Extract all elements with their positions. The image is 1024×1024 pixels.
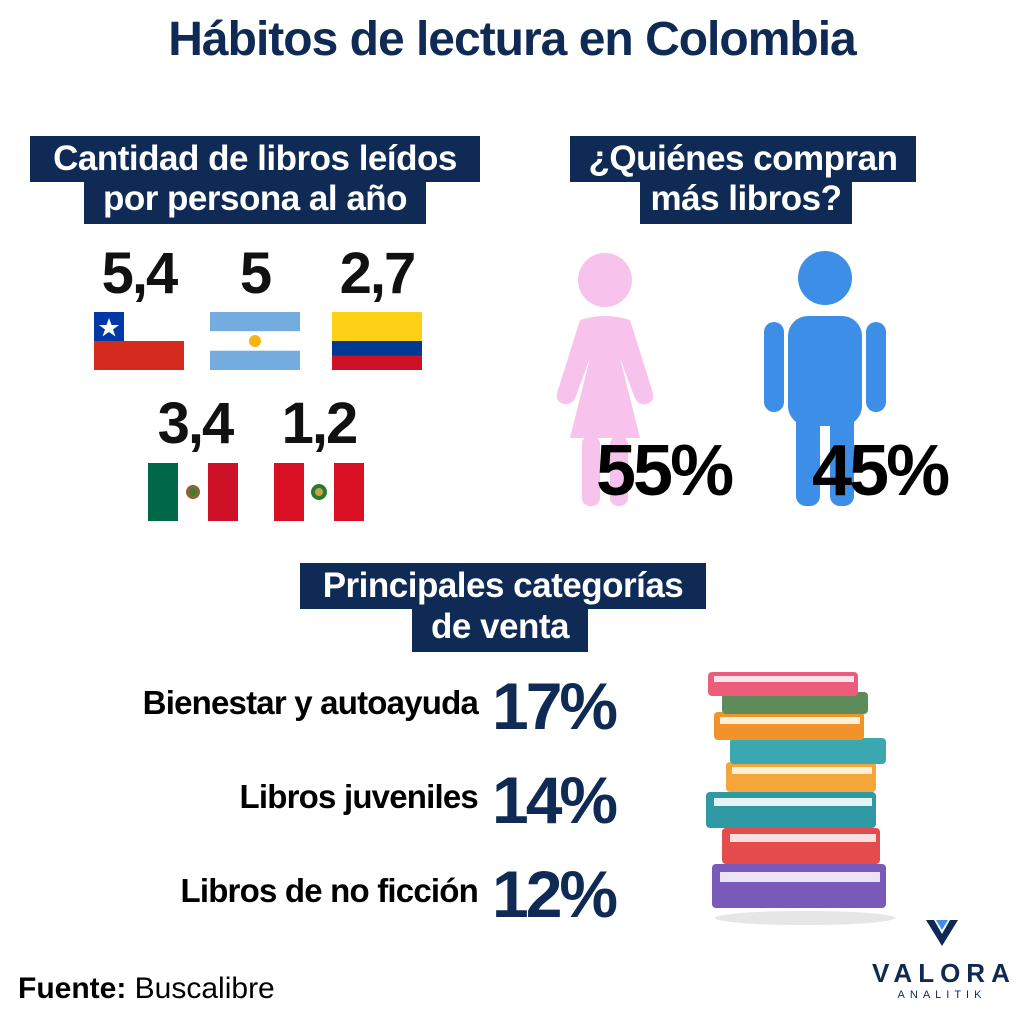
- buyers-label-line1: ¿Quiénes compran: [588, 139, 898, 178]
- category-label-2: Libros juveniles: [239, 778, 479, 815]
- women-pct: 55%: [596, 431, 734, 511]
- category-pct-1: 17%: [492, 669, 618, 743]
- categories-label: Principales categorías: [300, 563, 706, 609]
- page-title: Hábitos de lectura en Colombia: [168, 13, 856, 66]
- brand-name: VALORA: [872, 958, 1016, 988]
- books-label-line2: por persona al año: [102, 179, 408, 218]
- mexico-flag-icon: [148, 463, 238, 521]
- buyers-label-line2: más libros?: [650, 179, 842, 218]
- category-pct-3: 12%: [492, 857, 618, 931]
- brand-logo: VALORA ANALITIK: [872, 920, 1016, 1001]
- colombia-value: 2,7: [339, 241, 417, 306]
- books-label-line1: Cantidad de libros leídos: [53, 139, 457, 178]
- category-pct-2: 14%: [492, 763, 618, 837]
- categories-label-line1: Principales categorías: [322, 566, 684, 605]
- woman-icon: [540, 250, 670, 515]
- brand-sub: ANALITIK: [897, 989, 987, 1001]
- categories-label-line2: de venta: [431, 607, 570, 646]
- chile-flag-icon: [94, 312, 184, 370]
- category-label-1: Bienestar y autoayuda: [142, 684, 479, 721]
- argentina-value: 5: [239, 241, 272, 306]
- categories-label-2: de venta: [412, 606, 588, 652]
- brand-mark-icon: [926, 920, 958, 946]
- peru-flag-icon: [274, 463, 364, 521]
- colombia-flag-icon: [332, 312, 422, 370]
- argentina-flag-icon: [210, 312, 300, 370]
- source-prefix: Fuente:: [18, 972, 127, 1005]
- buyers-label: ¿Quiénes compran: [570, 136, 916, 182]
- mexico-value: 3,4: [157, 391, 235, 456]
- books-label: Cantidad de libros leídos: [30, 136, 480, 182]
- chile-value: 5,4: [101, 241, 179, 306]
- books-label-2: por persona al año: [84, 178, 426, 224]
- buyers-label-2: más libros?: [640, 178, 852, 224]
- man-icon: [760, 250, 890, 515]
- source-name: Buscalibre: [134, 972, 275, 1005]
- category-label-3: Libros de no ficción: [180, 872, 478, 909]
- source-note: Fuente: Buscalibre: [18, 972, 275, 1006]
- peru-value: 1,2: [281, 391, 359, 456]
- men-pct: 45%: [812, 431, 950, 511]
- book-stack-icon: [700, 668, 900, 933]
